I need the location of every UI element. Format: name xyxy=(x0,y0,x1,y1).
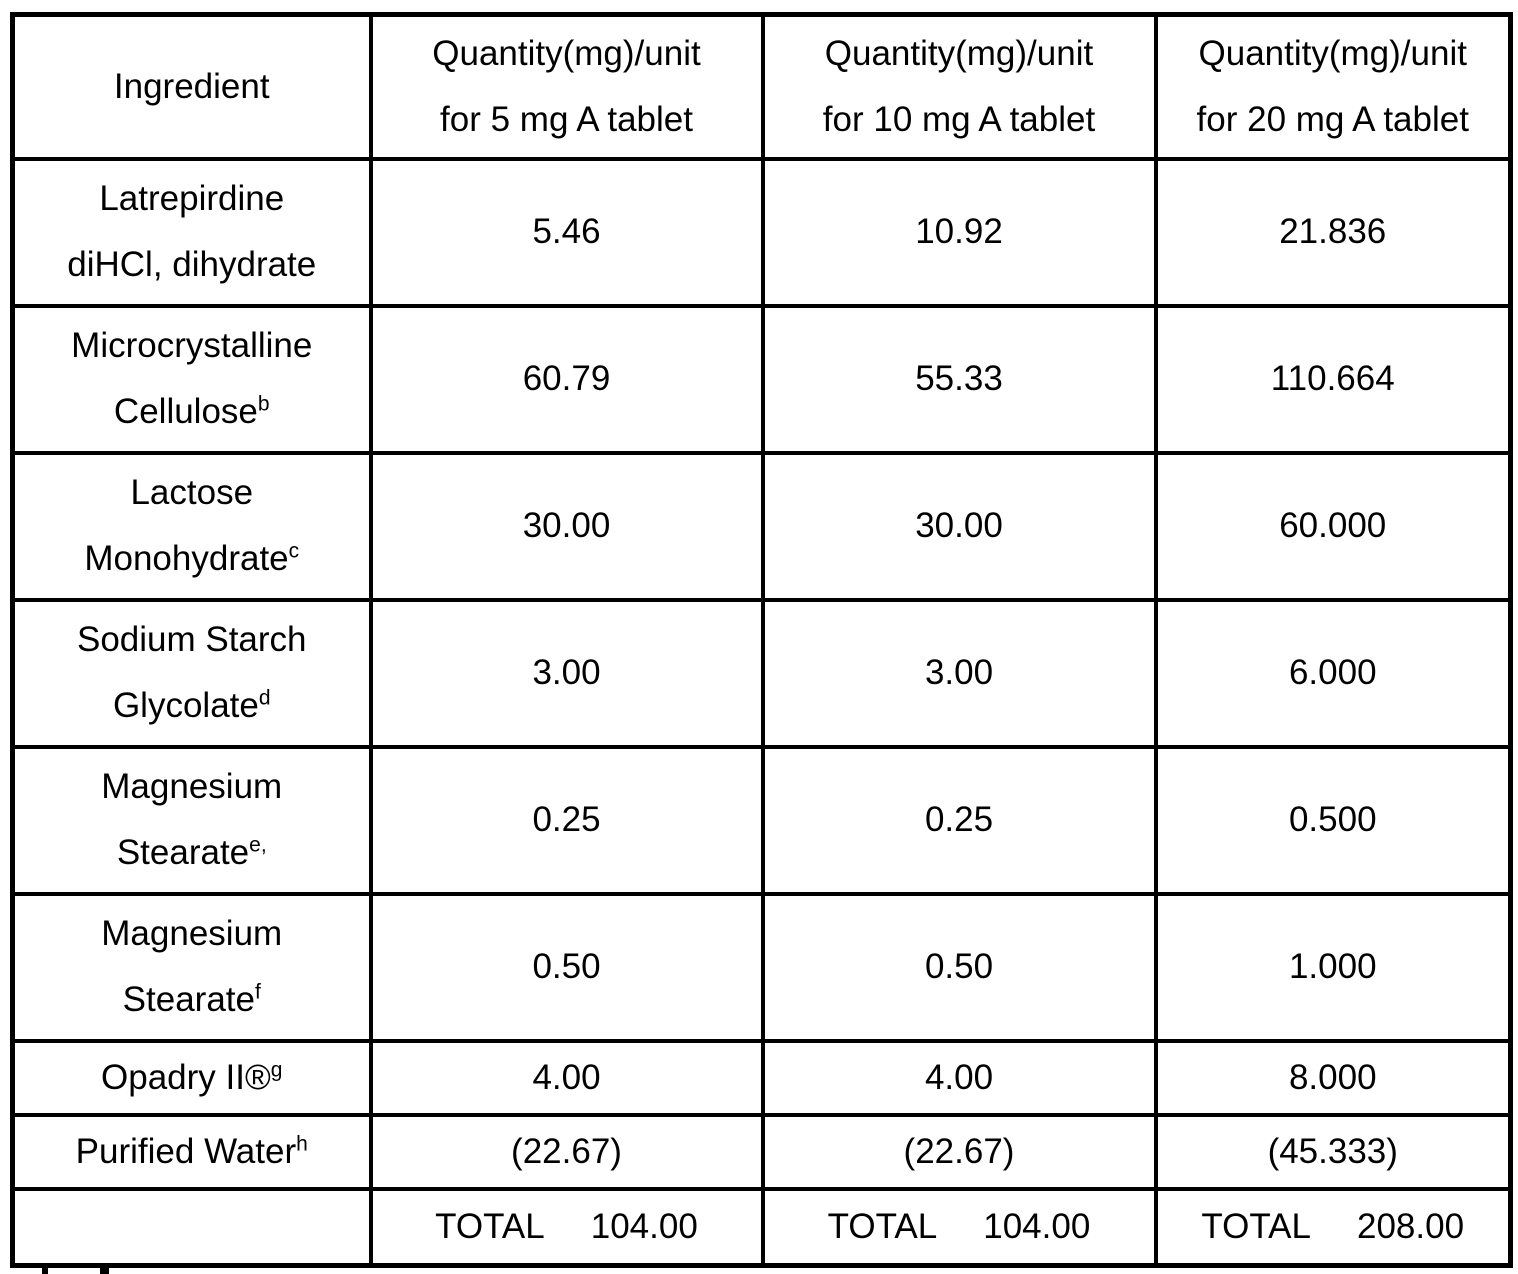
value-cell: 4.00 xyxy=(368,1038,765,1117)
col-header-5mg: Quantity(mg)/unit for 5 mg A tablet xyxy=(368,12,765,161)
ingredient-cell: Sodium Starch Glycolated xyxy=(10,597,373,749)
ingredient-cell: Lactose Monohydratec xyxy=(10,450,373,602)
ingredient-line: Microcrystalline xyxy=(71,326,313,365)
header-label: Ingredient xyxy=(113,66,270,106)
value-cell: 30.00 xyxy=(368,450,765,602)
header-line: for 5 mg A tablet xyxy=(440,99,693,139)
header-line: for 10 mg A tablet xyxy=(822,99,1096,139)
total-row: TOTAL 104.00 TOTAL 104.00 TOTAL 208.00 xyxy=(10,1186,1513,1268)
value-cell: 0.50 xyxy=(760,891,1158,1043)
col-header-20mg: Quantity(mg)/unit for 20 mg A tablet xyxy=(1153,12,1513,161)
ingredient-line: Sodium Starch xyxy=(76,620,307,659)
footnote-marker: g xyxy=(270,1057,283,1081)
footnote-marker: b xyxy=(257,392,270,416)
ingredient-line: Lactose xyxy=(130,473,254,512)
value-cell: 4.00 xyxy=(760,1038,1158,1117)
value-cell: 0.25 xyxy=(368,744,765,896)
footnote-marker: h xyxy=(296,1131,308,1155)
value-cell: 0.25 xyxy=(760,744,1158,896)
header-line: Quantity(mg)/unit xyxy=(824,33,1094,73)
value-cell: (22.67) xyxy=(760,1112,1158,1191)
header-line: Quantity(mg)/unit xyxy=(432,33,701,73)
footnote-fragment xyxy=(42,1268,48,1274)
ingredient-line: Purified Water xyxy=(75,1131,297,1171)
total-label: TOTAL xyxy=(827,1206,938,1246)
total-value: 208.00 xyxy=(1357,1206,1465,1246)
row-magnesium-stearate-f: Magnesium Stearatef 0.50 0.50 1.000 xyxy=(10,891,1513,1043)
ingredient-line: Monohydratec xyxy=(84,539,300,578)
ingredient-line: diHCl, dihydrate xyxy=(67,245,317,284)
row-opadry: Opadry II®g 4.00 4.00 8.000 xyxy=(10,1038,1513,1117)
value-cell: 60.79 xyxy=(368,303,765,455)
ingredient-line: Opadry II® xyxy=(101,1057,271,1097)
value-cell: 60.000 xyxy=(1153,450,1513,602)
value-cell: 5.46 xyxy=(368,156,765,308)
value-cell: 3.00 xyxy=(760,597,1158,749)
ingredient-cell: Magnesium Stearatef xyxy=(10,891,373,1043)
row-magnesium-stearate-e: Magnesium Stearatee, 0.25 0.25 0.500 xyxy=(10,744,1513,896)
header-row: Ingredient Quantity(mg)/unit for 5 mg A … xyxy=(10,12,1513,161)
ingredient-line: Stearatef xyxy=(122,980,261,1019)
footnote-marker: d xyxy=(258,686,271,710)
ingredient-line: Stearatee, xyxy=(116,833,267,872)
ingredient-cell: Magnesium Stearatee, xyxy=(10,744,373,896)
ingredient-cell: Opadry II®g xyxy=(10,1038,373,1117)
col-header-ingredient: Ingredient xyxy=(10,12,373,161)
footnote-marker: e, xyxy=(249,833,267,857)
formulation-table: Ingredient Quantity(mg)/unit for 5 mg A … xyxy=(10,12,1513,1268)
footnote-fragment xyxy=(100,1268,109,1274)
total-cell-10mg: TOTAL 104.00 xyxy=(760,1186,1158,1268)
ingredient-line: Magnesium xyxy=(101,767,283,806)
row-lactose-monohydrate: Lactose Monohydratec 30.00 30.00 60.000 xyxy=(10,450,1513,602)
total-cell-20mg: TOTAL 208.00 xyxy=(1153,1186,1513,1268)
value-cell: 30.00 xyxy=(760,450,1158,602)
footnote-marker: c xyxy=(288,539,300,563)
header-line: Quantity(mg)/unit xyxy=(1198,33,1467,73)
ingredient-cell: Latrepirdine diHCl, dihydrate xyxy=(10,156,373,308)
total-value: 104.00 xyxy=(590,1206,698,1246)
value-cell: 55.33 xyxy=(760,303,1158,455)
empty-cell xyxy=(10,1186,373,1268)
ingredient-line: Latrepirdine xyxy=(99,179,285,218)
value-cell: 6.000 xyxy=(1153,597,1513,749)
row-microcrystalline-cellulose: Microcrystalline Celluloseb 60.79 55.33 … xyxy=(10,303,1513,455)
row-latrepirdine: Latrepirdine diHCl, dihydrate 5.46 10.92… xyxy=(10,156,1513,308)
total-label: TOTAL xyxy=(435,1206,545,1246)
ingredient-line: Celluloseb xyxy=(113,392,270,431)
ingredient-cell: Purified Waterh xyxy=(10,1112,373,1191)
value-cell: 8.000 xyxy=(1153,1038,1513,1117)
value-cell: 3.00 xyxy=(368,597,765,749)
footnote-marker: f xyxy=(254,980,261,1004)
col-header-10mg: Quantity(mg)/unit for 10 mg A tablet xyxy=(760,12,1158,161)
ingredient-line: Glycolated xyxy=(112,686,271,725)
header-line: for 20 mg A tablet xyxy=(1196,99,1469,139)
total-value: 104.00 xyxy=(983,1206,1091,1246)
value-cell: 110.664 xyxy=(1153,303,1513,455)
value-cell: 21.836 xyxy=(1153,156,1513,308)
value-cell: 10.92 xyxy=(760,156,1158,308)
value-cell: 0.500 xyxy=(1153,744,1513,896)
total-cell-5mg: TOTAL 104.00 xyxy=(368,1186,765,1268)
value-cell: (22.67) xyxy=(368,1112,765,1191)
ingredient-cell: Microcrystalline Celluloseb xyxy=(10,303,373,455)
total-label: TOTAL xyxy=(1201,1206,1311,1246)
value-cell: (45.333) xyxy=(1153,1112,1513,1191)
value-cell: 1.000 xyxy=(1153,891,1513,1043)
row-sodium-starch-glycolate: Sodium Starch Glycolated 3.00 3.00 6.000 xyxy=(10,597,1513,749)
ingredient-line: Magnesium xyxy=(101,914,283,953)
value-cell: 0.50 xyxy=(368,891,765,1043)
row-purified-water: Purified Waterh (22.67) (22.67) (45.333) xyxy=(10,1112,1513,1191)
